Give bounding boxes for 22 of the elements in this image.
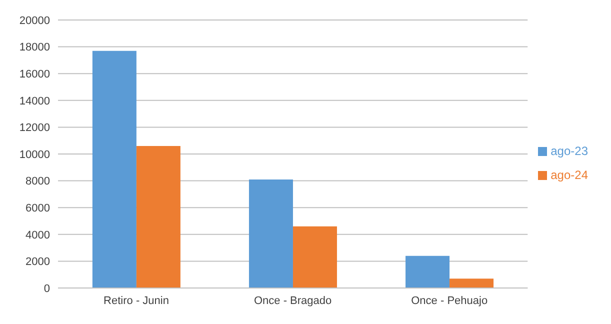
y-tick-label: 4000	[26, 229, 50, 242]
y-tick-label: 18000	[19, 42, 50, 54]
legend-label: ago-23	[550, 144, 588, 158]
bar	[292, 226, 337, 288]
x-tick-label: Once - Pehuajo	[411, 294, 488, 307]
y-tick-label: 10000	[19, 148, 50, 161]
x-tick-label: Retiro - Junin	[104, 294, 169, 307]
y-tick-label: 16000	[19, 68, 50, 81]
legend-label: ago-24	[550, 168, 588, 182]
bar	[92, 50, 136, 288]
bar	[406, 256, 450, 288]
bar	[136, 146, 180, 288]
y-tick-label: 14000	[19, 95, 50, 108]
x-tick-label: Once - Bragado	[254, 294, 332, 307]
y-tick-label: 12000	[19, 122, 50, 134]
y-tick-label: 2000	[26, 256, 50, 268]
bar	[450, 278, 494, 288]
y-tick-label: 20000	[19, 14, 50, 27]
bar	[248, 179, 293, 288]
y-tick-label: 8000	[26, 176, 50, 188]
y-tick-label: 0	[44, 282, 50, 295]
y-tick-label: 6000	[26, 202, 50, 215]
